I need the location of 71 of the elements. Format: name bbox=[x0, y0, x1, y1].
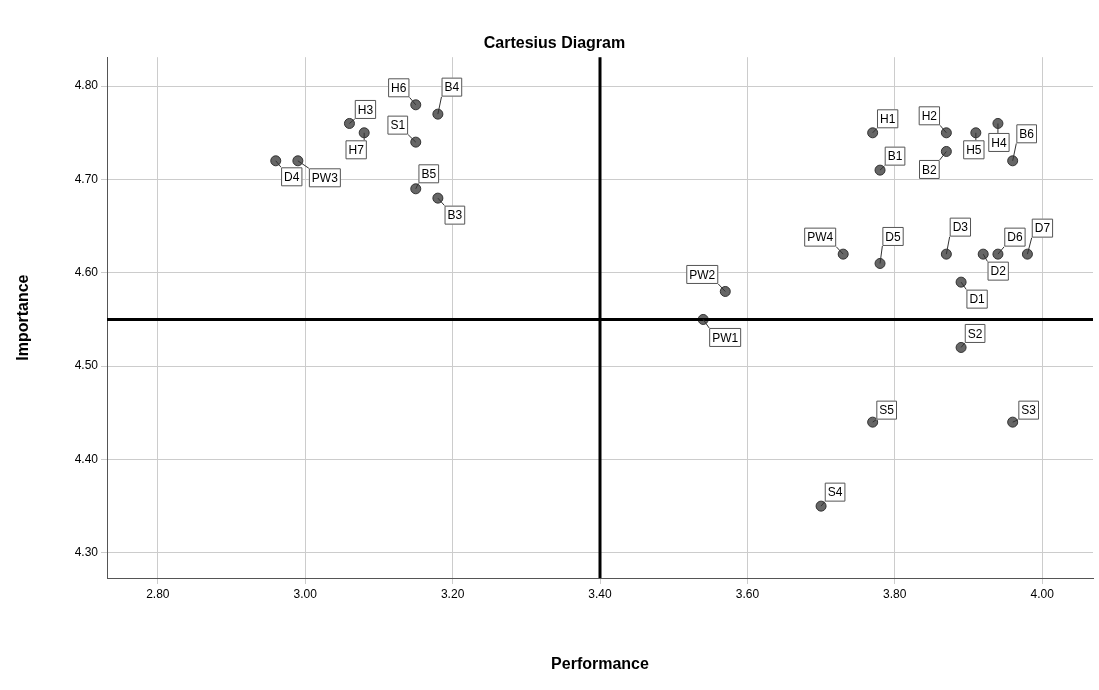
y-tick-label: 4.80 bbox=[74, 78, 99, 93]
point bbox=[955, 276, 967, 288]
x-tick-label: 3.00 bbox=[293, 586, 318, 601]
point bbox=[410, 99, 422, 111]
x-tick-label: 3.80 bbox=[883, 586, 907, 601]
data-label: D5 bbox=[885, 229, 902, 244]
data-label: H7 bbox=[348, 143, 365, 158]
data-label: H5 bbox=[966, 143, 982, 158]
data-label: D1 bbox=[969, 292, 986, 307]
point bbox=[432, 192, 444, 204]
point bbox=[867, 416, 879, 428]
data-label: PW4 bbox=[807, 230, 834, 245]
data-label: S4 bbox=[827, 485, 843, 500]
x-tick-label: 3.60 bbox=[735, 586, 760, 601]
data-label: H4 bbox=[991, 135, 1007, 150]
data-label: D7 bbox=[1034, 221, 1051, 236]
point bbox=[815, 500, 827, 512]
point bbox=[1007, 155, 1019, 167]
data-label: H3 bbox=[357, 102, 374, 117]
point bbox=[358, 127, 370, 139]
point bbox=[432, 108, 444, 120]
point bbox=[343, 117, 355, 129]
data-label: B6 bbox=[1019, 127, 1035, 142]
data-label: PW3 bbox=[311, 171, 339, 186]
data-label: B1 bbox=[887, 149, 903, 164]
point bbox=[874, 257, 886, 269]
x-tick-label: 2.80 bbox=[146, 586, 170, 601]
x-tick-label: 3.40 bbox=[588, 586, 612, 601]
point bbox=[940, 127, 952, 139]
point bbox=[410, 183, 422, 195]
data-label: S1 bbox=[390, 118, 406, 133]
y-tick-label: 4.30 bbox=[74, 545, 99, 560]
point bbox=[940, 145, 952, 157]
data-label: H2 bbox=[921, 109, 938, 124]
point bbox=[970, 127, 982, 139]
point bbox=[977, 248, 989, 260]
chart-title: Cartesius Diagram bbox=[483, 34, 626, 52]
data-label: D2 bbox=[990, 264, 1007, 279]
y-tick-label: 4.50 bbox=[74, 358, 99, 373]
point bbox=[410, 136, 422, 148]
point bbox=[955, 341, 967, 353]
data-label: PW1 bbox=[712, 330, 739, 345]
data-label: D6 bbox=[1007, 230, 1023, 245]
data-label: B4 bbox=[444, 80, 460, 95]
data-label: B5 bbox=[421, 167, 437, 182]
data-label: B3 bbox=[447, 208, 463, 223]
y-tick-label: 4.70 bbox=[74, 171, 99, 186]
point bbox=[1021, 248, 1033, 260]
point bbox=[992, 248, 1004, 260]
point bbox=[1007, 416, 1019, 428]
point bbox=[270, 155, 282, 167]
point bbox=[874, 164, 886, 176]
point bbox=[837, 248, 849, 260]
data-label: S2 bbox=[967, 326, 983, 341]
y-tick-label: 4.40 bbox=[74, 451, 99, 466]
data-label: S5 bbox=[879, 403, 895, 418]
y-axis-title: Importance bbox=[14, 274, 32, 361]
point bbox=[940, 248, 952, 260]
data-label: PW2 bbox=[689, 267, 716, 282]
point bbox=[292, 155, 304, 167]
data-label: H6 bbox=[391, 81, 407, 96]
x-tick-label: 4.00 bbox=[1030, 586, 1055, 601]
x-tick-label: 3.20 bbox=[440, 586, 465, 601]
data-label: D4 bbox=[284, 170, 300, 185]
y-tick-label: 4.60 bbox=[74, 265, 99, 280]
data-label: D3 bbox=[952, 220, 969, 235]
x-axis-title: Performance bbox=[551, 654, 650, 672]
point bbox=[719, 285, 731, 297]
data-label: S3 bbox=[1021, 403, 1037, 418]
data-label: B2 bbox=[922, 162, 938, 177]
data-label: H1 bbox=[879, 112, 896, 127]
